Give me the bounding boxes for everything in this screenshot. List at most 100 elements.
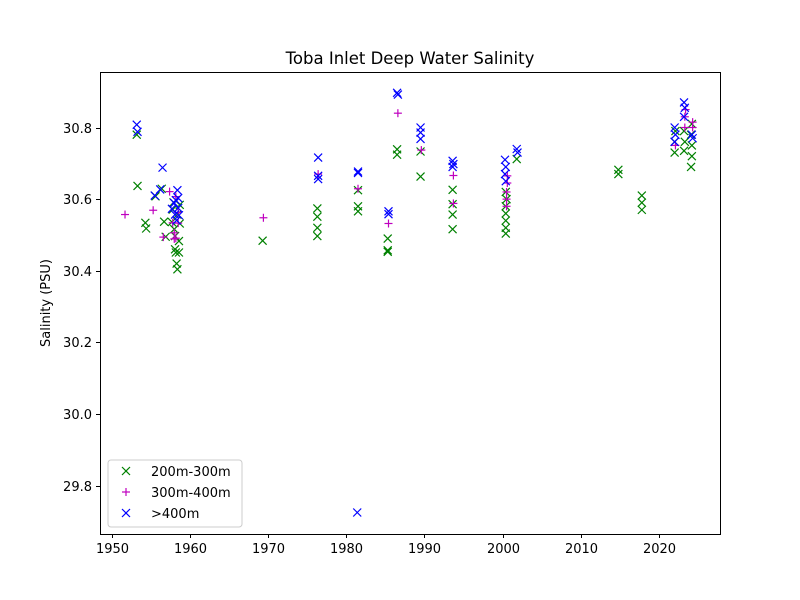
data-point (501, 162, 511, 172)
data-point (352, 508, 362, 517)
data-point (688, 118, 697, 127)
data-point (313, 171, 323, 181)
data-point (393, 109, 402, 118)
data-point (313, 174, 323, 184)
data-point (501, 216, 511, 226)
data-point (679, 126, 689, 136)
data-point (353, 168, 363, 178)
data-point (312, 204, 322, 213)
legend-box (107, 459, 243, 528)
data-point (132, 120, 142, 130)
data-point (384, 209, 393, 219)
data-point (448, 210, 458, 219)
data-point (449, 171, 458, 180)
data-point (174, 219, 183, 228)
legend-marker-green-x (121, 466, 131, 476)
data-point (449, 199, 458, 208)
data-points (121, 88, 698, 517)
data-point (172, 264, 182, 274)
data-point (383, 247, 393, 257)
data-point (687, 119, 697, 129)
data-point (502, 202, 511, 211)
y-tick-label: 30.6 (63, 193, 92, 208)
data-point (448, 199, 458, 209)
data-point (688, 133, 698, 143)
data-point (501, 209, 511, 218)
data-point (353, 167, 363, 176)
data-point (680, 137, 690, 147)
data-point (448, 159, 458, 169)
data-point (173, 203, 183, 213)
data-point (670, 137, 680, 147)
data-point (121, 210, 130, 219)
data-point (392, 88, 402, 98)
data-point (313, 153, 323, 163)
legend-label-200-300m: 200m-300m (151, 465, 231, 480)
data-point (501, 176, 511, 186)
data-point (132, 130, 142, 140)
data-point (171, 248, 181, 257)
y-axis-label: Salinity (PSU) (39, 259, 54, 347)
data-point (159, 233, 168, 242)
plot-frame (100, 72, 721, 535)
data-point (686, 162, 696, 172)
legend-marker-glyph (121, 508, 131, 518)
legend: 200m-300m 300m-400m >400m (107, 459, 243, 528)
data-point (501, 223, 511, 233)
legend-marker-magenta-plus (122, 488, 130, 496)
data-point (133, 181, 142, 191)
data-point (149, 206, 158, 215)
data-point (171, 234, 180, 243)
data-point (392, 150, 402, 160)
chart-title: Toba Inlet Deep Water Salinity (285, 49, 535, 68)
x-tick-label: 1970 (252, 542, 285, 557)
y-tick-label: 30.4 (63, 265, 92, 280)
y-tick-label: 30.8 (63, 122, 92, 137)
data-point (679, 112, 689, 122)
data-point (502, 187, 511, 196)
data-point (353, 206, 363, 216)
data-point (312, 231, 322, 241)
data-point (158, 163, 167, 173)
legend-label-300-400m: 300m-400m (151, 486, 231, 501)
data-point (169, 198, 179, 208)
data-point (687, 140, 697, 150)
data-point (500, 155, 510, 165)
data-point (417, 146, 426, 155)
data-point (637, 205, 647, 215)
data-point (502, 195, 511, 204)
legend-marker-blue-x (121, 508, 131, 518)
data-point (687, 151, 697, 161)
data-point (670, 123, 680, 132)
x-tick-label: 2010 (565, 542, 598, 557)
data-point (448, 162, 458, 172)
x-tick-label: 1950 (96, 542, 129, 557)
data-point (671, 126, 680, 136)
axis-ticks: 1950 1960 1970 1980 1990 2000 2010 2020 29.8 30.0… (63, 122, 676, 557)
x-tick-label: 1990 (408, 542, 441, 557)
data-point (165, 187, 174, 196)
data-point (170, 210, 180, 219)
data-point (448, 224, 458, 234)
data-point (416, 172, 425, 182)
data-point (172, 185, 182, 195)
data-point (170, 228, 179, 237)
data-point (500, 169, 510, 179)
data-point (312, 212, 322, 222)
data-point (637, 191, 647, 200)
data-point (383, 245, 393, 255)
series-3 (132, 88, 698, 517)
data-point (416, 147, 425, 156)
legend-marker-glyph (121, 466, 131, 476)
data-point (613, 169, 623, 179)
data-point (172, 215, 182, 225)
data-point (680, 123, 689, 132)
data-point (174, 248, 184, 257)
y-tick-label: 30.0 (63, 408, 92, 423)
y-tick-label: 30.2 (63, 336, 92, 351)
data-point (687, 130, 697, 140)
data-point (448, 185, 458, 195)
data-point (670, 148, 680, 158)
data-point (383, 234, 393, 243)
